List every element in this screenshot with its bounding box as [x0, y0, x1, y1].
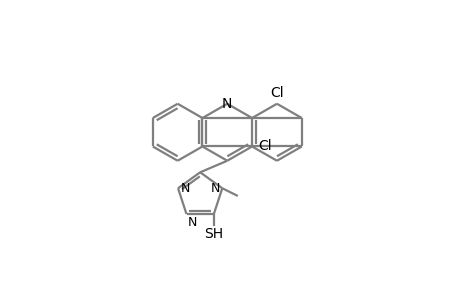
Text: N: N	[188, 216, 197, 229]
Text: Cl: Cl	[269, 86, 283, 100]
Text: N: N	[222, 97, 232, 111]
Text: N: N	[180, 182, 190, 195]
Text: SH: SH	[204, 227, 223, 241]
Text: Cl: Cl	[258, 140, 271, 154]
Text: N: N	[210, 182, 219, 195]
